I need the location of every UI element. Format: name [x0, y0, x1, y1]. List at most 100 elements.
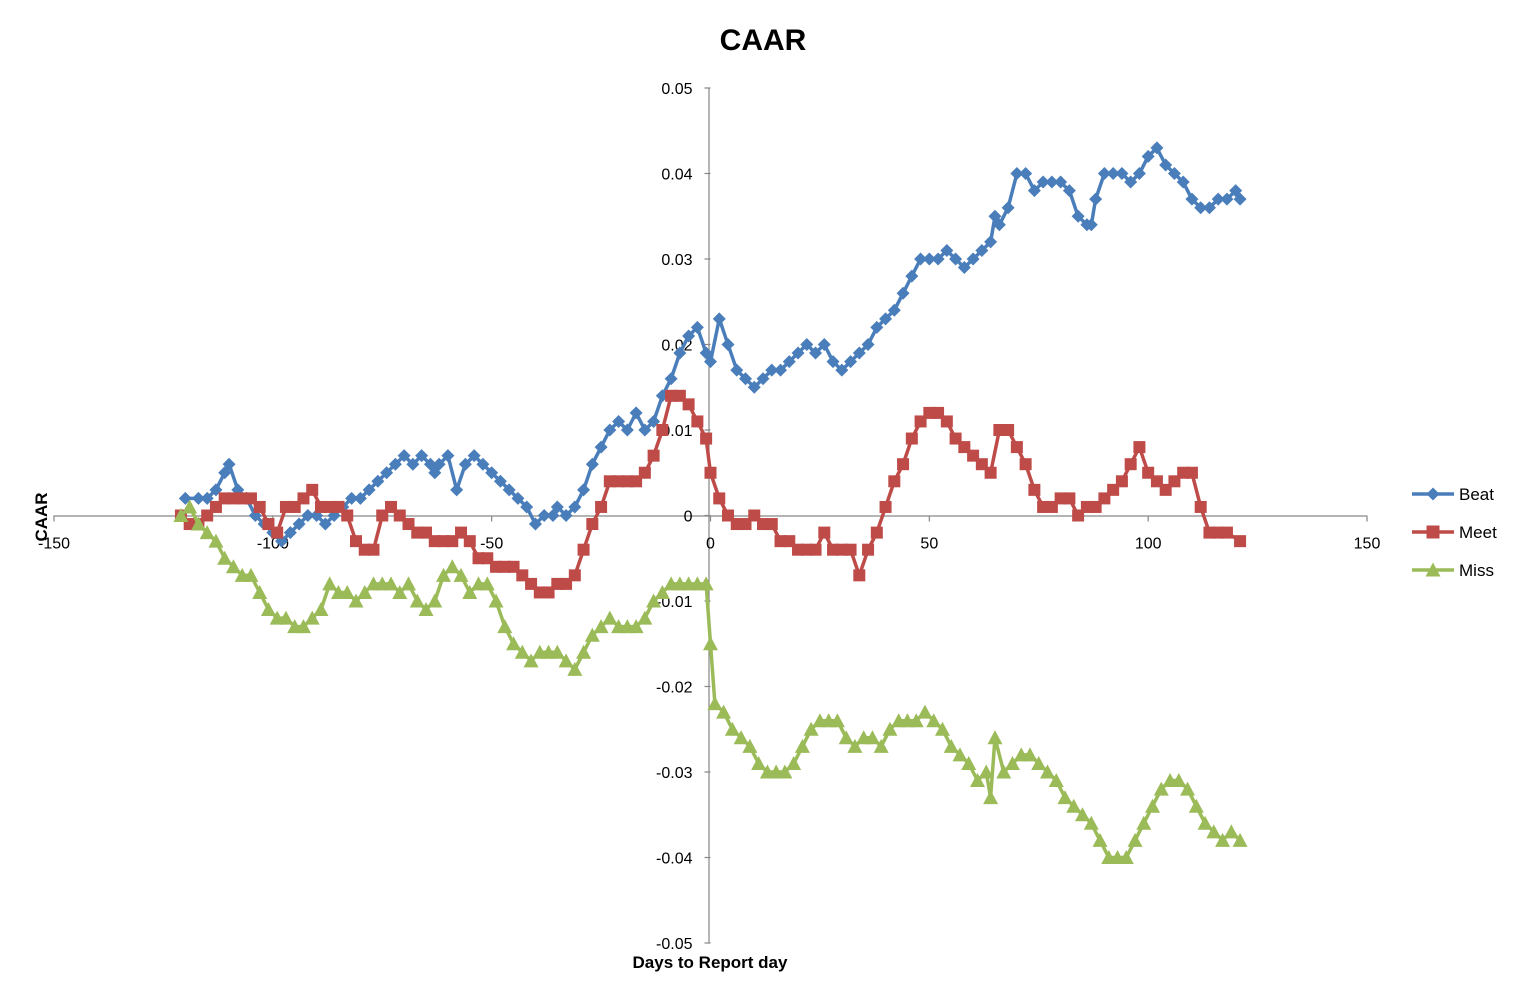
data-point-meet — [809, 543, 822, 556]
data-point-beat — [682, 329, 696, 343]
data-point-beat — [931, 252, 945, 266]
data-point-beat — [1001, 201, 1015, 215]
series-beat — [178, 141, 1247, 548]
data-point-meet — [1002, 424, 1015, 436]
data-point-meet — [879, 500, 892, 513]
data-point-beat — [415, 449, 429, 463]
data-point-beat — [1233, 192, 1247, 206]
data-point-beat — [1220, 192, 1234, 206]
data-point-beat — [1045, 175, 1059, 189]
data-point-miss — [847, 738, 863, 753]
data-point-beat — [318, 517, 332, 531]
data-point-miss — [217, 550, 233, 565]
data-point-miss — [199, 525, 215, 540]
data-point-meet — [1185, 466, 1198, 479]
data-point-meet — [568, 569, 581, 582]
data-point-miss — [1145, 798, 1161, 813]
data-point-meet — [853, 569, 866, 582]
data-point-beat — [1054, 175, 1068, 189]
data-point-beat — [730, 363, 744, 377]
data-point-miss — [873, 738, 889, 753]
data-point-beat — [1211, 192, 1225, 206]
data-point-beat — [603, 423, 617, 437]
data-point-miss — [628, 619, 644, 634]
data-point-beat — [502, 483, 516, 497]
data-point-miss — [462, 584, 478, 599]
data-point-miss — [252, 584, 268, 599]
x-tick-label: -150 — [38, 536, 70, 553]
data-point-beat — [673, 346, 687, 360]
y-tick-label: -0.04 — [656, 851, 693, 868]
data-point-beat — [721, 338, 735, 351]
x-tick-label: 150 — [1354, 536, 1381, 553]
data-point-meet — [897, 458, 910, 471]
data-point-beat — [493, 474, 507, 488]
data-point-beat — [362, 483, 376, 497]
data-point-meet — [577, 543, 590, 556]
data-point-beat — [283, 526, 297, 540]
data-point-miss — [742, 738, 758, 753]
data-point-miss — [602, 610, 618, 625]
data-point-meet — [253, 500, 266, 513]
data-point-miss — [444, 559, 460, 574]
chart-title: CAAR — [720, 24, 807, 57]
data-point-meet — [1133, 441, 1146, 454]
data-point-beat — [809, 346, 823, 360]
data-point-miss — [952, 747, 968, 762]
data-point-beat — [301, 509, 315, 522]
data-point-miss — [917, 704, 933, 719]
data-point-miss — [1031, 755, 1047, 770]
data-point-beat — [1115, 167, 1129, 180]
legend: Beat Meet Miss — [1412, 485, 1497, 580]
x-tick-label: -50 — [480, 536, 503, 553]
data-point-beat — [450, 483, 464, 497]
data-point-beat — [1019, 167, 1033, 180]
data-point-miss — [313, 602, 329, 617]
data-point-miss — [383, 576, 399, 591]
data-point-beat — [1089, 192, 1103, 206]
y-tick-label: -0.03 — [656, 765, 693, 782]
data-point-beat — [914, 252, 928, 266]
data-point-beat — [1027, 184, 1041, 198]
data-point-miss — [304, 610, 320, 625]
data-point-miss — [1197, 815, 1213, 830]
data-point-miss — [225, 559, 241, 574]
data-point-miss — [794, 738, 810, 753]
data-point-beat — [826, 355, 840, 369]
data-point-miss — [1180, 781, 1196, 796]
data-point-beat — [406, 457, 420, 471]
data-point-beat — [353, 491, 367, 505]
data-point-miss — [1092, 832, 1108, 847]
data-point-beat — [612, 414, 626, 428]
data-point-miss — [357, 584, 373, 599]
data-point-beat — [620, 423, 634, 437]
data-point-beat — [817, 338, 831, 351]
data-point-miss — [584, 627, 600, 642]
data-point-beat — [1141, 149, 1155, 163]
legend-label: Meet — [1459, 523, 1497, 542]
data-point-beat — [861, 338, 875, 351]
data-point-meet — [888, 475, 901, 488]
data-point-beat — [1106, 167, 1120, 180]
data-point-beat — [774, 363, 788, 377]
data-point-miss — [803, 721, 819, 736]
data-point-beat — [664, 372, 678, 386]
data-point-meet — [765, 518, 778, 531]
data-point-meet — [463, 535, 476, 548]
data-point-beat — [782, 355, 796, 369]
data-point-miss — [497, 619, 513, 634]
y-tick-label: 0.04 — [661, 167, 692, 184]
data-point-miss — [654, 584, 670, 599]
data-point-beat — [441, 449, 455, 463]
data-point-beat — [371, 474, 385, 488]
data-point-meet — [1028, 483, 1041, 496]
data-point-beat — [432, 457, 446, 471]
data-point-miss — [829, 713, 845, 728]
data-point-beat — [345, 491, 359, 505]
data-point-miss — [1057, 790, 1073, 805]
data-point-miss — [190, 516, 206, 531]
legend-swatch-marker — [1426, 487, 1440, 501]
data-point-meet — [870, 526, 883, 539]
data-point-miss — [427, 593, 443, 608]
